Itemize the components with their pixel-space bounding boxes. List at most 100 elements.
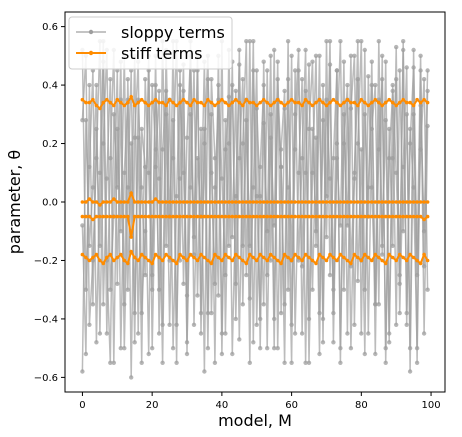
stiff-series-point xyxy=(397,200,402,204)
sloppy-series-point xyxy=(369,59,374,64)
sloppy-series-point xyxy=(80,118,85,123)
stiff-series-point xyxy=(241,258,245,263)
stiff-series-point xyxy=(227,103,231,108)
stiff-series-point xyxy=(324,200,329,204)
sloppy-series-point xyxy=(425,287,430,292)
stiff-series-line xyxy=(81,249,429,266)
sloppy-series-point xyxy=(320,340,326,345)
sloppy-series-point xyxy=(404,310,409,316)
stiff-series-point xyxy=(234,97,238,102)
legend-marker-swatch xyxy=(88,29,94,35)
stiff-series-point xyxy=(370,214,374,219)
stiff-series-point xyxy=(171,258,175,263)
stiff-series-point xyxy=(408,214,412,219)
stiff-series-point xyxy=(195,214,200,219)
stiff-series-point xyxy=(363,100,367,105)
stiff-series-point xyxy=(258,100,263,105)
stiff-series-point xyxy=(192,97,196,102)
stiff-series-point xyxy=(377,214,381,219)
stiff-series-point xyxy=(307,200,311,204)
stiff-series-point xyxy=(415,258,419,263)
stiff-series-point xyxy=(289,214,294,219)
stiff-series-point xyxy=(192,255,196,260)
stiff-series-point xyxy=(397,100,402,105)
stiff-series-point xyxy=(251,100,256,105)
sloppy-series-point xyxy=(244,39,249,44)
stiff-series-point xyxy=(230,258,235,263)
stiff-series-point xyxy=(122,214,127,219)
stiff-series-point xyxy=(272,255,277,260)
stiff-series-point xyxy=(199,100,203,105)
sloppy-series-point xyxy=(233,281,238,286)
sloppy-series-point xyxy=(209,310,214,316)
stiff-series-point xyxy=(342,200,346,204)
sloppy-series-point xyxy=(394,322,399,327)
stiff-series-point xyxy=(265,258,270,263)
stiff-series-point xyxy=(401,97,406,102)
stiff-series-point xyxy=(101,261,106,266)
sloppy-series-point xyxy=(94,126,99,132)
stiff-series-point xyxy=(300,103,304,108)
sloppy-series-point xyxy=(383,59,388,64)
stiff-series-point xyxy=(401,255,406,260)
sloppy-series-point xyxy=(184,351,190,357)
sloppy-series-point xyxy=(265,272,270,278)
stiff-series-point xyxy=(84,100,88,105)
stiff-series-point xyxy=(136,200,140,204)
sloppy-series-point xyxy=(94,82,99,88)
stiff-series-point xyxy=(272,214,277,219)
sloppy-series-point xyxy=(306,62,312,67)
stiff-series-point xyxy=(94,200,99,204)
sloppy-series-point xyxy=(404,65,409,70)
stiff-series-point xyxy=(331,97,336,102)
stiff-series-point xyxy=(349,214,353,219)
stiff-series-point xyxy=(307,100,311,105)
plot-area xyxy=(80,39,430,380)
stiff-series-point xyxy=(199,252,203,257)
sloppy-series-point xyxy=(327,272,333,278)
sloppy-series-point xyxy=(226,141,232,146)
stiff-series-point xyxy=(265,200,270,204)
stiff-series-point xyxy=(425,258,430,263)
stiff-series-point xyxy=(178,100,182,105)
stiff-series-point xyxy=(401,214,406,219)
sloppy-series-point xyxy=(223,118,228,123)
sloppy-series-point xyxy=(407,126,413,132)
sloppy-series-point xyxy=(115,126,120,132)
stiff-series-point xyxy=(310,103,315,108)
stiff-series-point xyxy=(91,255,95,260)
sloppy-series-point xyxy=(317,310,322,316)
sloppy-series-point xyxy=(80,223,85,228)
stiff-series-point xyxy=(422,252,426,257)
sloppy-series xyxy=(80,39,430,365)
sloppy-series-point xyxy=(132,340,137,345)
y-tick-label: −0.6 xyxy=(34,373,58,384)
sloppy-series-point xyxy=(282,88,287,94)
stiff-series-point xyxy=(129,95,133,99)
x-axis-ticks: 0 20 40 60 80 100 xyxy=(79,392,441,411)
sloppy-series-point xyxy=(202,126,207,132)
sloppy-series-point xyxy=(254,194,259,199)
sloppy-series-point xyxy=(404,322,409,327)
stiff-series-point xyxy=(167,97,172,102)
sloppy-series-point xyxy=(407,369,413,374)
sloppy-series-point xyxy=(341,59,347,64)
stiff-series-point xyxy=(223,100,228,105)
stiff-series-point xyxy=(303,214,308,219)
sloppy-series-point xyxy=(139,185,144,190)
y-tick-label: 0.4 xyxy=(42,81,58,92)
stiff-series-point xyxy=(422,217,426,222)
stiff-series-point xyxy=(265,214,270,219)
sloppy-series-point xyxy=(146,351,151,357)
sloppy-series-point xyxy=(226,94,232,100)
legend-label: stiff terms xyxy=(121,44,203,63)
stiff-series-point xyxy=(209,261,214,266)
stiff-series-point xyxy=(174,214,179,219)
sloppy-series-point xyxy=(362,351,367,357)
stiff-series-point xyxy=(279,200,283,204)
stiff-series-point xyxy=(321,214,325,219)
sloppy-series-point xyxy=(331,340,336,345)
stiff-series-point xyxy=(310,214,315,219)
sloppy-series-point xyxy=(387,340,392,345)
stiff-series-point xyxy=(397,252,402,257)
